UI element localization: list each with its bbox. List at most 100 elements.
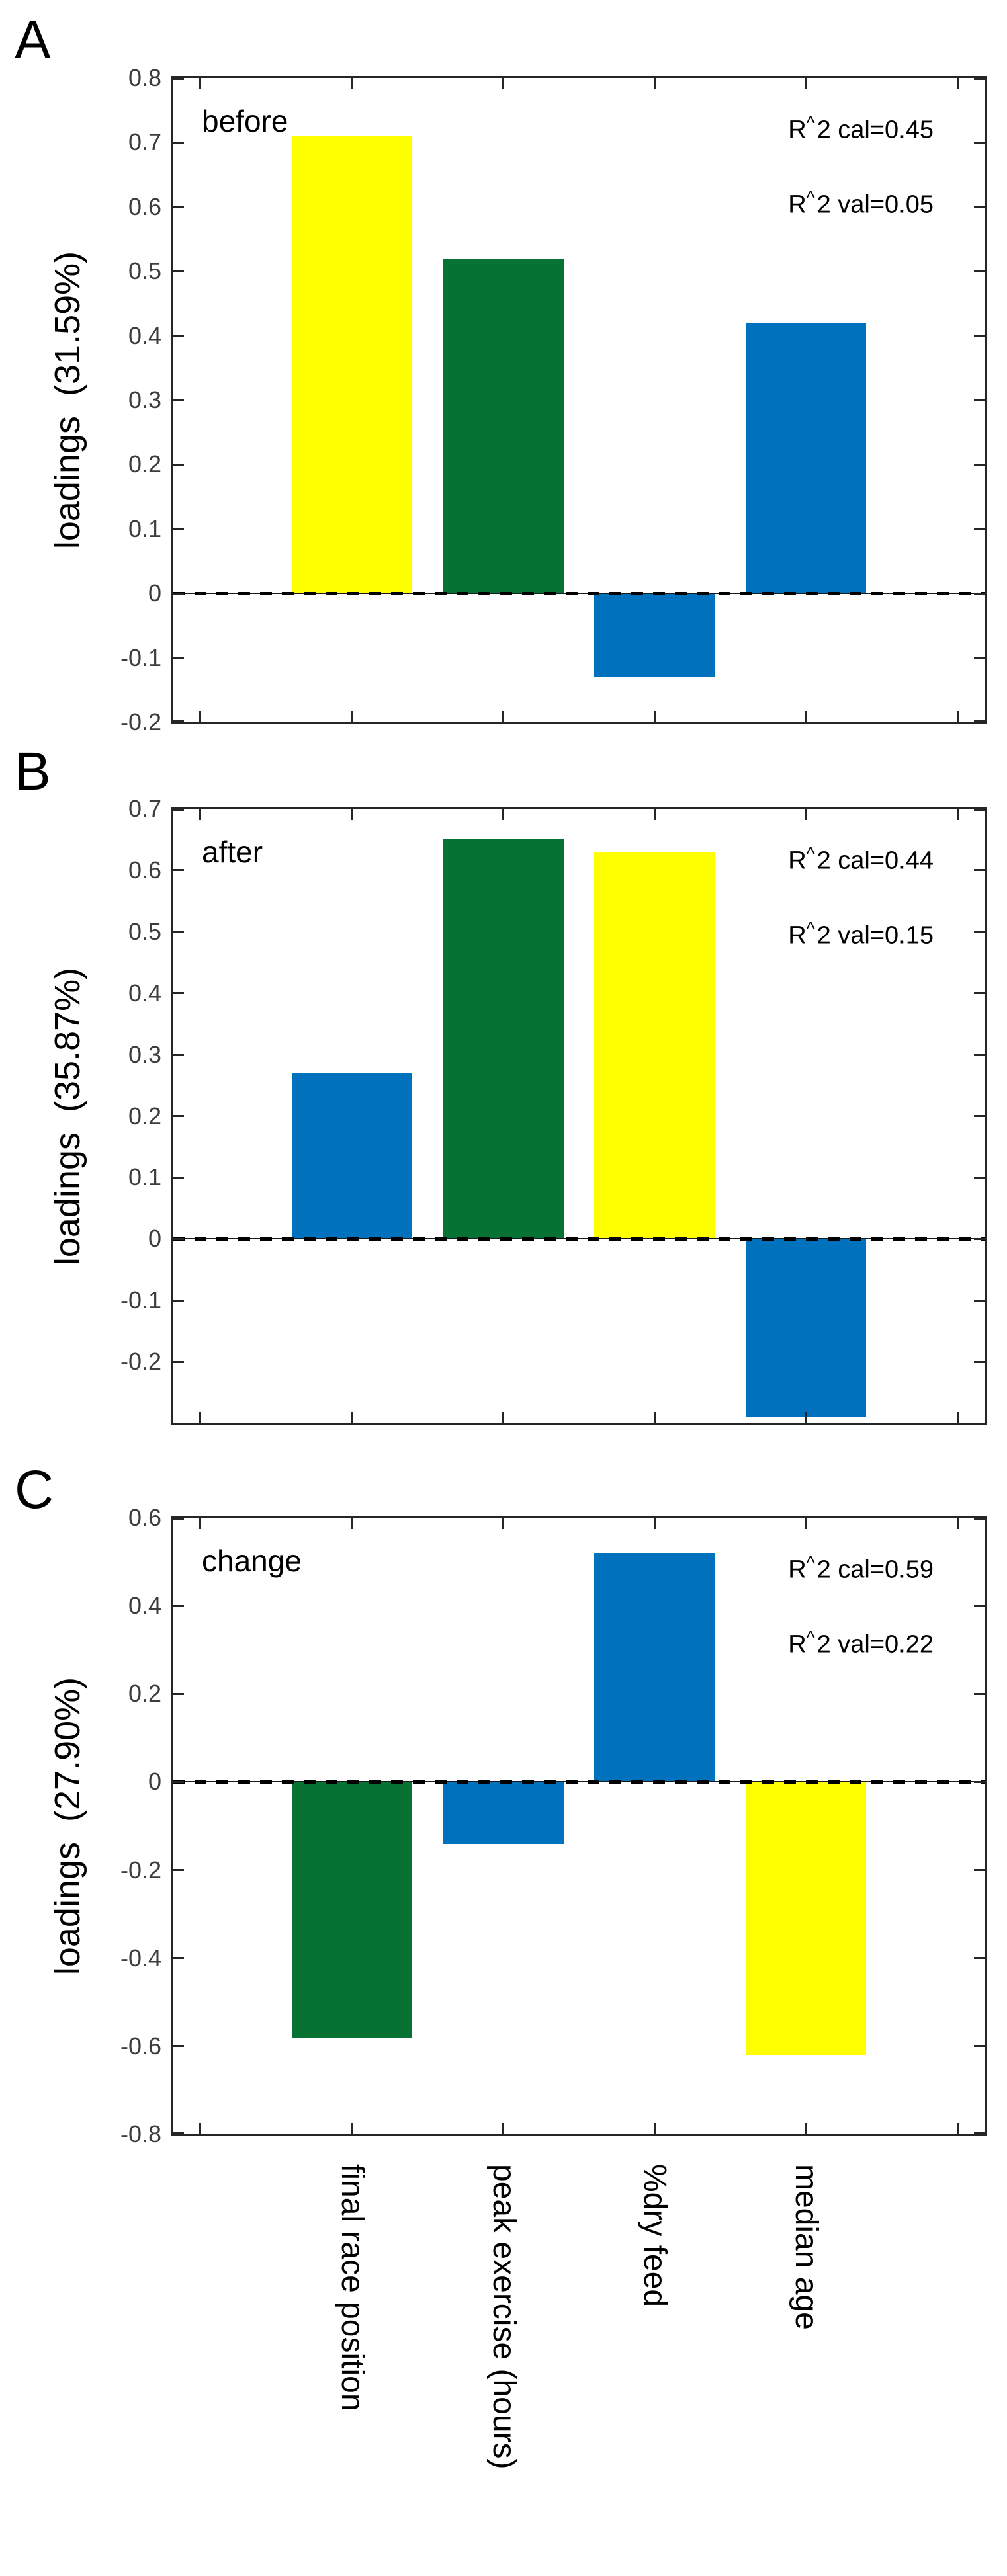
r2-val-text: R^2 val=0.15 (788, 918, 934, 950)
right-tick (974, 720, 985, 722)
y-axis-label-after: loadings (35.87%) (48, 967, 87, 1265)
right-tick (974, 869, 985, 872)
superscript-caret: ^ (806, 1627, 815, 1647)
superscript-caret: ^ (806, 1552, 815, 1573)
left-tick (173, 1054, 184, 1056)
bottom-tick (956, 711, 959, 722)
left-tick (173, 2045, 184, 2048)
plot-area-before: before R^2 cal=0.45 R^2 val=0.05 (171, 76, 987, 724)
right-tick (974, 206, 985, 208)
bottom-tick (956, 2123, 959, 2134)
y-tick-label: 0.2 (128, 1680, 161, 1708)
bottom-tick (502, 1412, 505, 1423)
bar-final-race-position (291, 1782, 412, 2038)
left-tick (173, 1299, 184, 1302)
left-tick (173, 141, 184, 144)
bottom-tick (653, 711, 656, 722)
left-tick (173, 1237, 184, 1240)
y-tick-label: -0.1 (120, 1286, 161, 1314)
bottom-tick (351, 711, 353, 722)
right-tick (974, 270, 985, 272)
y-tick-label: 0.6 (128, 856, 161, 884)
bar-peak-exercise-hours- (443, 839, 564, 1239)
left-tick (173, 592, 184, 595)
bottom-tick (502, 711, 505, 722)
y-tick-label: 0.8 (128, 64, 161, 91)
top-tick (351, 1518, 353, 1529)
left-tick (173, 270, 184, 272)
top-tick (956, 809, 959, 820)
left-tick (173, 992, 184, 995)
top-tick (199, 1518, 202, 1529)
zero-dashed-line (173, 1237, 985, 1241)
bar-median-age (746, 1239, 867, 1417)
left-tick (173, 1869, 184, 1872)
right-tick (974, 463, 985, 466)
zero-baseline (173, 1781, 985, 1783)
y-tick-label: 0.2 (128, 450, 161, 478)
superscript-caret: ^ (806, 112, 815, 133)
panel-letter-b: B (15, 741, 51, 802)
top-tick (805, 809, 807, 820)
right-tick (974, 2132, 985, 2134)
left-tick (173, 809, 184, 811)
top-tick (199, 78, 202, 89)
y-tick-label: 0.3 (128, 386, 161, 413)
bottom-tick (805, 711, 807, 722)
top-tick (956, 78, 959, 89)
top-tick (653, 1518, 656, 1529)
right-tick (974, 1957, 985, 1960)
right-tick (974, 335, 985, 337)
bar--dry-feed (594, 852, 715, 1239)
right-tick (974, 1360, 985, 1363)
bottom-tick (653, 1412, 656, 1423)
panel-title-before: before (202, 104, 288, 138)
bottom-tick (805, 2123, 807, 2134)
y-tick-label: 0.4 (128, 979, 161, 1007)
y-tick-label: 0.7 (128, 795, 161, 822)
right-tick (974, 399, 985, 401)
y-tick-label: 0.1 (128, 1163, 161, 1191)
y-tick-label: 0.6 (128, 192, 161, 220)
right-tick (974, 1869, 985, 1872)
right-tick (974, 1780, 985, 1783)
right-tick (974, 1115, 985, 1117)
right-tick (974, 1604, 985, 1607)
bar-median-age (746, 1782, 867, 2056)
top-tick (502, 78, 505, 89)
x-category-label-peak-exercise-hours-: peak exercise (hours) (486, 2164, 521, 2470)
top-tick (805, 78, 807, 89)
right-tick (974, 1299, 985, 1302)
right-tick (974, 931, 985, 933)
bottom-tick (199, 1412, 202, 1423)
top-tick (956, 1518, 959, 1529)
right-tick (974, 2045, 985, 2048)
y-tick-label: -0.2 (120, 1348, 161, 1376)
right-tick (974, 141, 985, 144)
y-tick-label: 0.2 (128, 1102, 161, 1130)
right-tick (974, 1176, 985, 1179)
bottom-tick (199, 2123, 202, 2134)
top-tick (653, 78, 656, 89)
zero-baseline (173, 1238, 985, 1240)
bar-peak-exercise-hours- (443, 258, 564, 594)
zero-baseline (173, 593, 985, 595)
left-tick (173, 335, 184, 337)
left-tick (173, 720, 184, 722)
left-tick (173, 1692, 184, 1695)
x-category-label-final-race-position: final race position (334, 2164, 370, 2411)
left-tick (173, 1360, 184, 1363)
zero-dashed-line (173, 1780, 985, 1784)
bar--dry-feed (594, 1553, 715, 1782)
y-tick-label: 0.7 (128, 128, 161, 156)
left-tick (173, 528, 184, 530)
panel-letter-c: C (15, 1460, 54, 1520)
left-tick (173, 399, 184, 401)
top-tick (805, 1518, 807, 1529)
top-tick (351, 78, 353, 89)
left-tick (173, 1518, 184, 1520)
r2-val-text: R^2 val=0.05 (788, 187, 934, 219)
r2-cal-text: R^2 cal=0.44 (788, 843, 934, 875)
bar-median-age (746, 323, 867, 594)
right-tick (974, 528, 985, 530)
